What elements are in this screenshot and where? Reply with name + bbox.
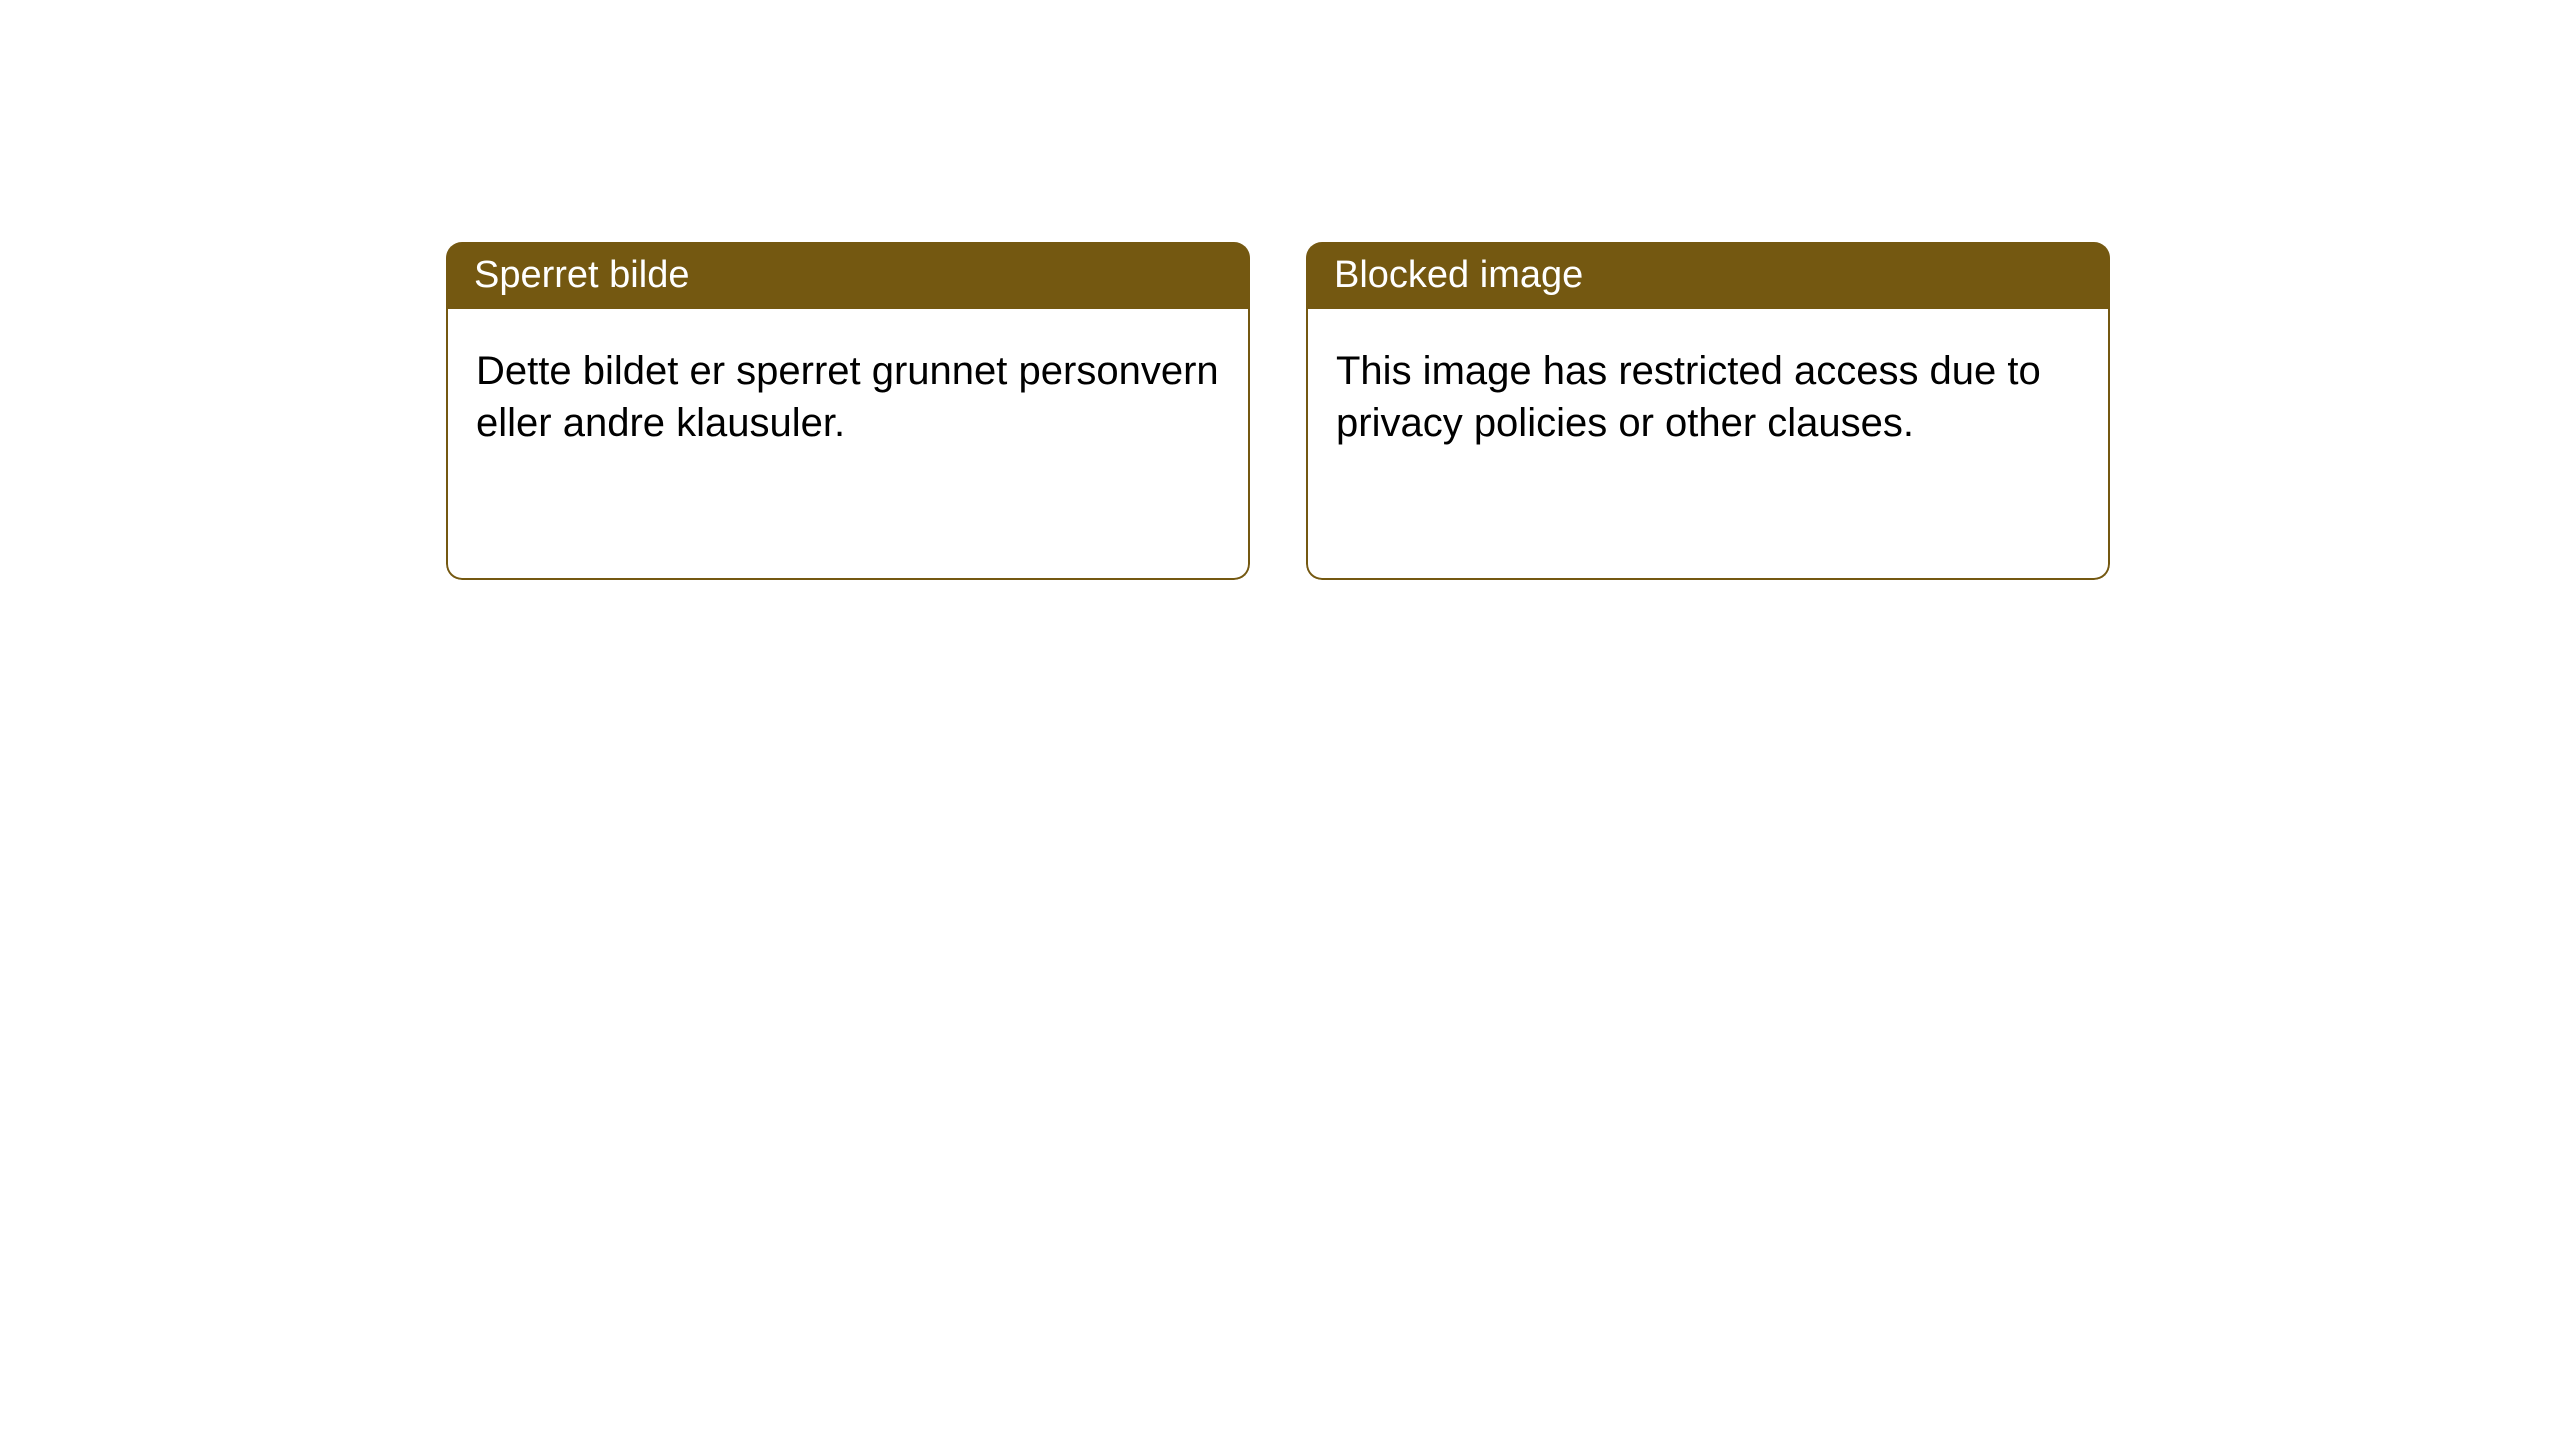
notice-card-body: This image has restricted access due to … (1306, 309, 2110, 580)
notice-card-title: Blocked image (1306, 242, 2110, 309)
notice-container: Sperret bilde Dette bildet er sperret gr… (446, 242, 2110, 580)
notice-card-title: Sperret bilde (446, 242, 1250, 309)
notice-card-norwegian: Sperret bilde Dette bildet er sperret gr… (446, 242, 1250, 580)
notice-card-english: Blocked image This image has restricted … (1306, 242, 2110, 580)
notice-card-body: Dette bildet er sperret grunnet personve… (446, 309, 1250, 580)
